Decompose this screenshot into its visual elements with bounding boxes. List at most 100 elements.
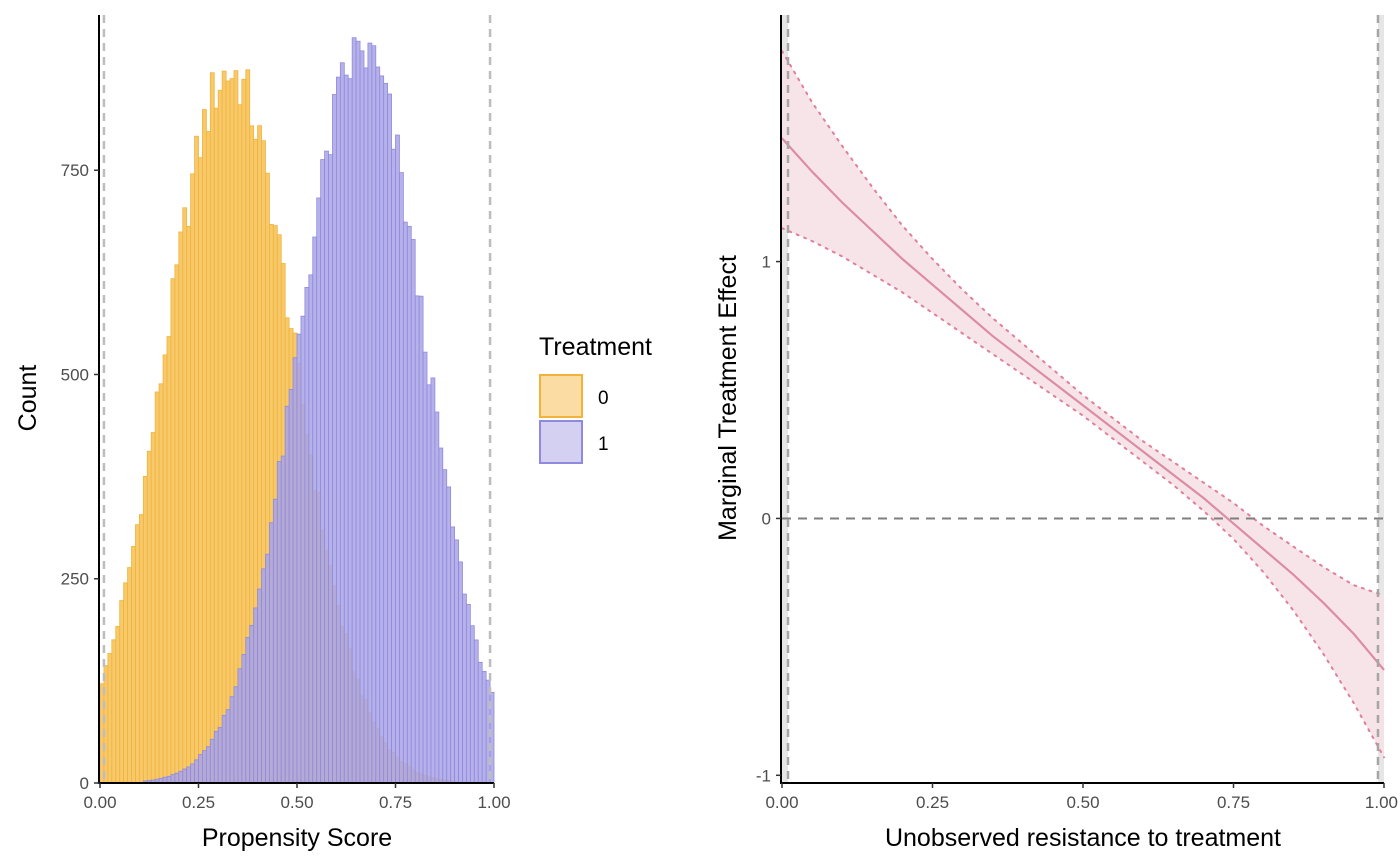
histogram-bar [111, 639, 117, 784]
histogram-bar [272, 498, 278, 784]
histogram-bar [158, 383, 164, 784]
mte-x-axis-title: Unobserved resistance to treatment [885, 824, 1281, 852]
histogram-bar [450, 526, 456, 784]
histogram-bar [221, 714, 227, 784]
histogram-bar [339, 62, 345, 784]
histogram-x-tick-label: 0.50 [280, 793, 313, 812]
histogram-bar [186, 766, 192, 784]
histogram-bar [209, 738, 215, 784]
histogram-bar [269, 522, 274, 784]
histogram-bar [209, 72, 215, 784]
histogram-bar [469, 625, 475, 784]
histogram-bar [190, 173, 195, 784]
histogram-bar [178, 770, 184, 784]
histogram-bar [170, 774, 176, 784]
legend-key-1 [539, 420, 583, 464]
histogram-x-tick-label: 0.00 [83, 793, 116, 812]
histogram-bar [198, 754, 203, 784]
histogram-bar [320, 159, 325, 784]
mte-line [781, 137, 1385, 671]
histogram-bar [229, 78, 235, 784]
histogram-bar [245, 637, 251, 784]
histogram-bar [202, 109, 207, 784]
mte-y-tick-label: 1 [762, 253, 771, 272]
histogram-bar [237, 668, 243, 784]
histogram-bar [466, 604, 471, 784]
histogram-bar [276, 461, 282, 784]
histogram-bar [414, 295, 420, 784]
histogram-bar [438, 447, 444, 784]
histogram-bar [371, 45, 377, 784]
histogram-bar [253, 607, 259, 784]
histogram-bar [182, 207, 188, 784]
histogram-bar [135, 524, 140, 784]
histogram-bar [115, 625, 121, 784]
histogram-bar [347, 78, 353, 784]
histogram-bar [170, 278, 176, 784]
histogram-y-tick-label: 750 [61, 161, 89, 180]
histogram-bar [241, 654, 247, 784]
histogram-bar [391, 148, 396, 784]
histogram-bar [395, 134, 400, 784]
histogram-bar [229, 696, 235, 784]
histogram-bar [399, 172, 404, 784]
histogram-bar [194, 759, 199, 784]
histogram-bar [225, 80, 231, 784]
histogram-bar [174, 772, 180, 784]
histogram-bar [477, 661, 483, 784]
histogram-axes: 0.00 0.25 0.50 0.75 1.00 0 250 500 750 [61, 15, 511, 812]
lower-bound-line [781, 227, 1385, 759]
histogram-x-tick-label: 1.00 [477, 793, 510, 812]
mte-x-tick-label: 1.00 [1365, 793, 1398, 812]
histogram-bar [162, 354, 168, 784]
histogram-bar [186, 225, 192, 784]
histogram-bar [225, 709, 231, 784]
histogram-bar [261, 568, 266, 784]
histogram-bar [107, 653, 113, 784]
treatment-legend: Treatment 0 1 [539, 333, 652, 464]
mte-y-tick-label: -1 [756, 766, 771, 785]
histogram-bar [213, 730, 219, 784]
histogram-bar [442, 469, 448, 784]
histogram-bar [473, 639, 479, 784]
histogram-bar [458, 561, 463, 784]
histogram-bar [142, 475, 148, 784]
histogram-bar [292, 357, 298, 784]
histogram-bar [332, 94, 337, 784]
histogram-bar [131, 546, 136, 784]
histogram-bar [379, 75, 385, 784]
histogram-bar [202, 750, 207, 784]
legend-title: Treatment [539, 333, 652, 361]
histogram-bar [123, 582, 128, 784]
histogram-bar [367, 42, 373, 784]
mte-y-tick-label: 0 [762, 509, 771, 528]
histogram-bar [383, 82, 389, 784]
histogram-bar [296, 333, 302, 784]
histogram-bar [166, 336, 172, 784]
excluded-region-right [1377, 15, 1384, 783]
histogram-bar [359, 50, 365, 784]
histogram-bar [288, 389, 294, 784]
mte-plot-area [781, 15, 1385, 783]
support-reference-lines [102, 15, 492, 783]
histogram-bar [462, 593, 467, 784]
histogram-bar [328, 154, 333, 784]
histogram-bar [138, 514, 144, 784]
histogram-bar [190, 763, 195, 784]
histogram-bar [312, 236, 318, 784]
mte-axes: 0.00 0.25 0.50 0.75 1.00 -1 0 1 [756, 15, 1398, 812]
histogram-bar [434, 411, 440, 784]
histogram-bar [221, 70, 227, 784]
histogram-y-tick-label: 500 [61, 365, 89, 384]
histogram-bar [426, 384, 432, 784]
histogram-bar [454, 539, 459, 784]
histogram-bar [198, 157, 203, 784]
histogram-bar [324, 150, 329, 784]
histogram-bar [103, 665, 109, 784]
histogram-bar [217, 726, 223, 784]
upper-bound-line [781, 49, 1385, 597]
histogram-bar [150, 432, 156, 784]
histogram-x-tick-label: 0.75 [379, 793, 412, 812]
histogram-bar [355, 40, 361, 784]
